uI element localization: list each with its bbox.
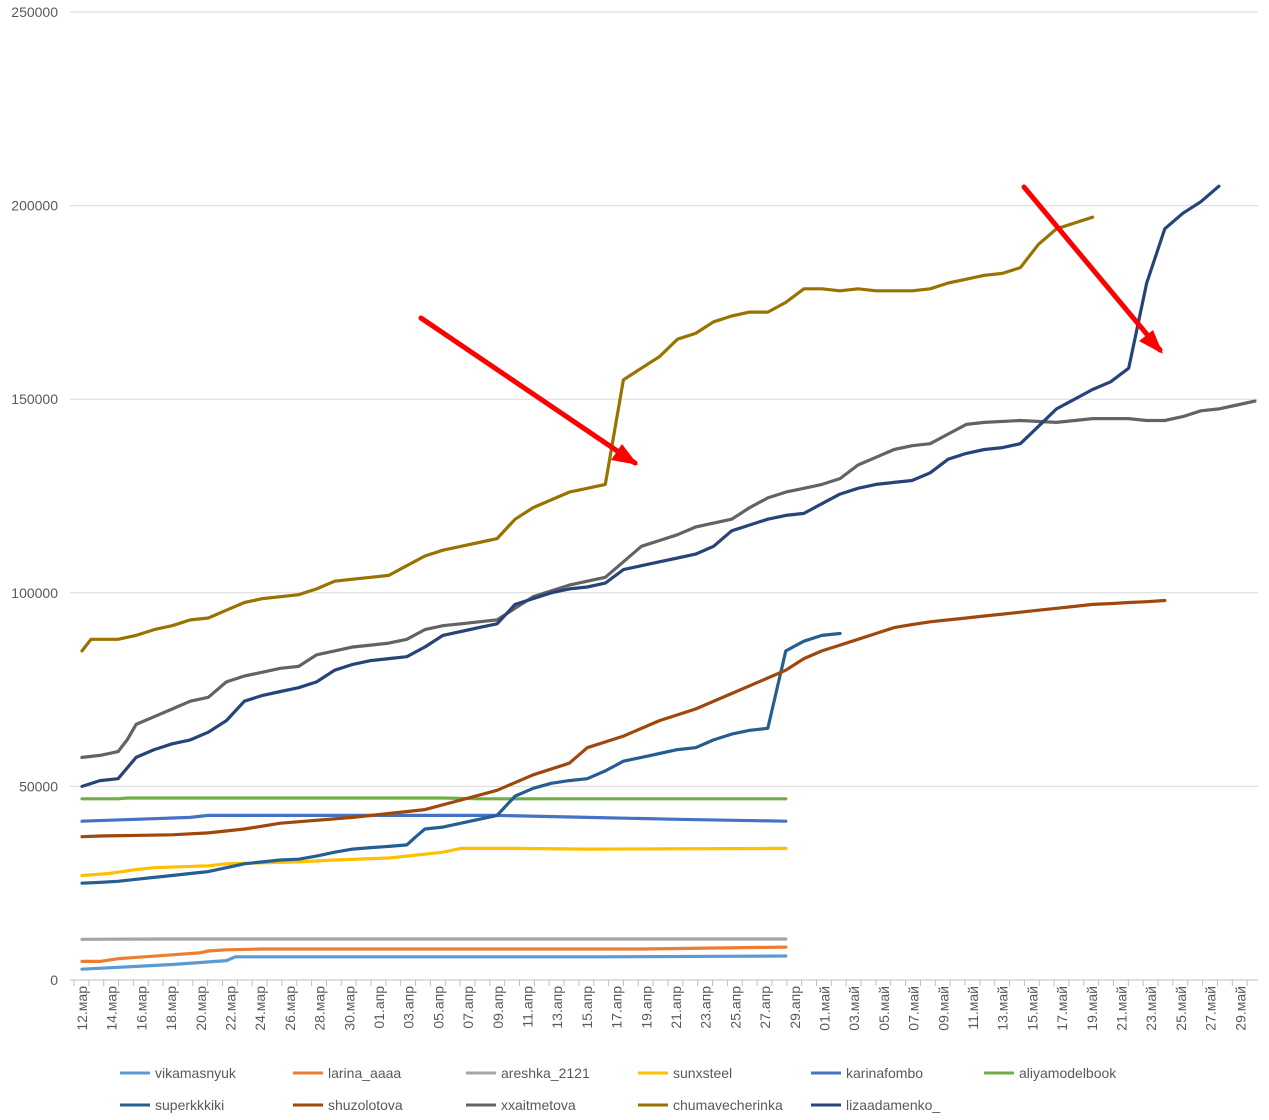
x-tick-label: 15.апр xyxy=(579,986,595,1029)
x-tick-label: 07.май xyxy=(906,986,922,1031)
x-tick-label: 29.май xyxy=(1232,986,1248,1031)
y-tick-label: 0 xyxy=(50,972,58,988)
x-tick-label: 16.мар xyxy=(133,986,149,1031)
y-axis-tick-labels: 0 50000 100000 150000 200000 250000 xyxy=(11,4,58,988)
legend-label: larina_aaaa xyxy=(328,1065,401,1081)
legend: vikamasnyuk larina_aaaa areshka_2121 sunxst… xyxy=(120,1065,1117,1113)
x-tick-label: 21.апр xyxy=(668,986,684,1029)
x-axis: 12.мар 14.мар 16.мар 18.мар 20.мар 22.мар 24.м… xyxy=(73,980,1248,1031)
series-line-lizaadamenko_ xyxy=(80,184,1221,788)
legend-label: superkkkiki xyxy=(155,1097,224,1113)
x-tick-label: 17.апр xyxy=(609,986,625,1029)
red-arrow-1 xyxy=(418,315,638,466)
x-tick-label: 09.апр xyxy=(490,986,506,1029)
series-line-aliyamodelbook xyxy=(80,796,788,801)
series-lines xyxy=(80,184,1257,971)
x-tick-label: 28.мар xyxy=(312,986,328,1031)
x-tick-label: 21.май xyxy=(1114,986,1130,1031)
x-tick-label: 24.мар xyxy=(252,986,268,1031)
x-tick-label: 19.апр xyxy=(638,986,654,1029)
x-tick-label: 19.май xyxy=(1084,986,1100,1031)
legend-label: aliyamodelbook xyxy=(1019,1065,1117,1081)
series-line-shuzolotova xyxy=(80,598,1167,839)
x-tick-label: 22.мар xyxy=(223,986,239,1031)
x-tick-label: 23.апр xyxy=(698,986,714,1029)
x-tick-label: 13.май xyxy=(995,986,1011,1031)
x-tick-label: 12.мар xyxy=(74,986,90,1031)
x-tick-label: 01.апр xyxy=(371,986,387,1029)
x-tick-label: 27.май xyxy=(1203,986,1219,1031)
red-arrow-2-head xyxy=(1139,330,1163,354)
x-tick-label: 11.апр xyxy=(520,986,536,1028)
x-tick-label: 05.апр xyxy=(430,986,446,1029)
y-tick-label: 200000 xyxy=(11,198,58,214)
y-tick-label: 250000 xyxy=(11,4,58,20)
legend-label: chumavecherinka xyxy=(673,1097,783,1113)
legend-label: karinafombo xyxy=(846,1065,923,1081)
legend-label: areshka_2121 xyxy=(501,1065,590,1081)
legend-label: shuzolotova xyxy=(328,1097,403,1113)
x-tick-label: 27.апр xyxy=(757,986,773,1029)
x-tick-label: 29.апр xyxy=(787,986,803,1029)
x-tick-label: 20.мар xyxy=(193,986,209,1031)
y-tick-label: 100000 xyxy=(11,585,58,601)
x-tick-label: 14.мар xyxy=(104,986,120,1031)
x-tick-label: 17.май xyxy=(1054,986,1070,1031)
x-tick-label: 13.апр xyxy=(549,986,565,1029)
x-tick-label: 09.май xyxy=(935,986,951,1031)
legend-label: sunxsteel xyxy=(673,1065,732,1081)
legend-label: vikamasnyuk xyxy=(155,1065,237,1081)
red-arrow-1-head xyxy=(611,444,638,465)
x-tick-label: 26.мар xyxy=(282,986,298,1031)
series-line-chumavecherinka xyxy=(80,215,1095,653)
x-tick-label: 23.май xyxy=(1143,986,1159,1031)
x-tick-label: 03.май xyxy=(846,986,862,1031)
legend-label: xxaitmetova xyxy=(501,1097,576,1113)
series-line-sunxsteel xyxy=(80,846,788,878)
x-tick-label: 11.май xyxy=(965,986,981,1030)
series-line-xxaitmetova xyxy=(80,399,1257,759)
x-tick-label: 15.май xyxy=(1024,986,1040,1031)
x-tick-label: 18.мар xyxy=(163,986,179,1031)
red-arrow-2 xyxy=(1021,184,1163,353)
y-tick-label: 50000 xyxy=(19,778,58,794)
gridlines xyxy=(70,11,1258,981)
series-line-superkkkiki xyxy=(80,631,842,885)
x-tick-label: 30.мар xyxy=(341,986,357,1031)
y-tick-label: 150000 xyxy=(11,391,58,407)
x-tick-label: 01.май xyxy=(817,986,833,1031)
series-line-karinafombo xyxy=(80,813,788,823)
x-tick-label: 25.май xyxy=(1173,986,1189,1031)
x-tick-label: 03.апр xyxy=(401,986,417,1029)
series-line-vikamasnyuk xyxy=(80,954,788,971)
x-tick-label: 07.апр xyxy=(460,986,476,1029)
legend-label: lizaadamenko_ xyxy=(846,1097,940,1113)
x-tick-label: 05.май xyxy=(876,986,892,1031)
annotation-arrows xyxy=(418,184,1163,466)
x-tick-label: 25.апр xyxy=(727,986,743,1029)
series-line-larina_aaaa xyxy=(80,945,788,963)
